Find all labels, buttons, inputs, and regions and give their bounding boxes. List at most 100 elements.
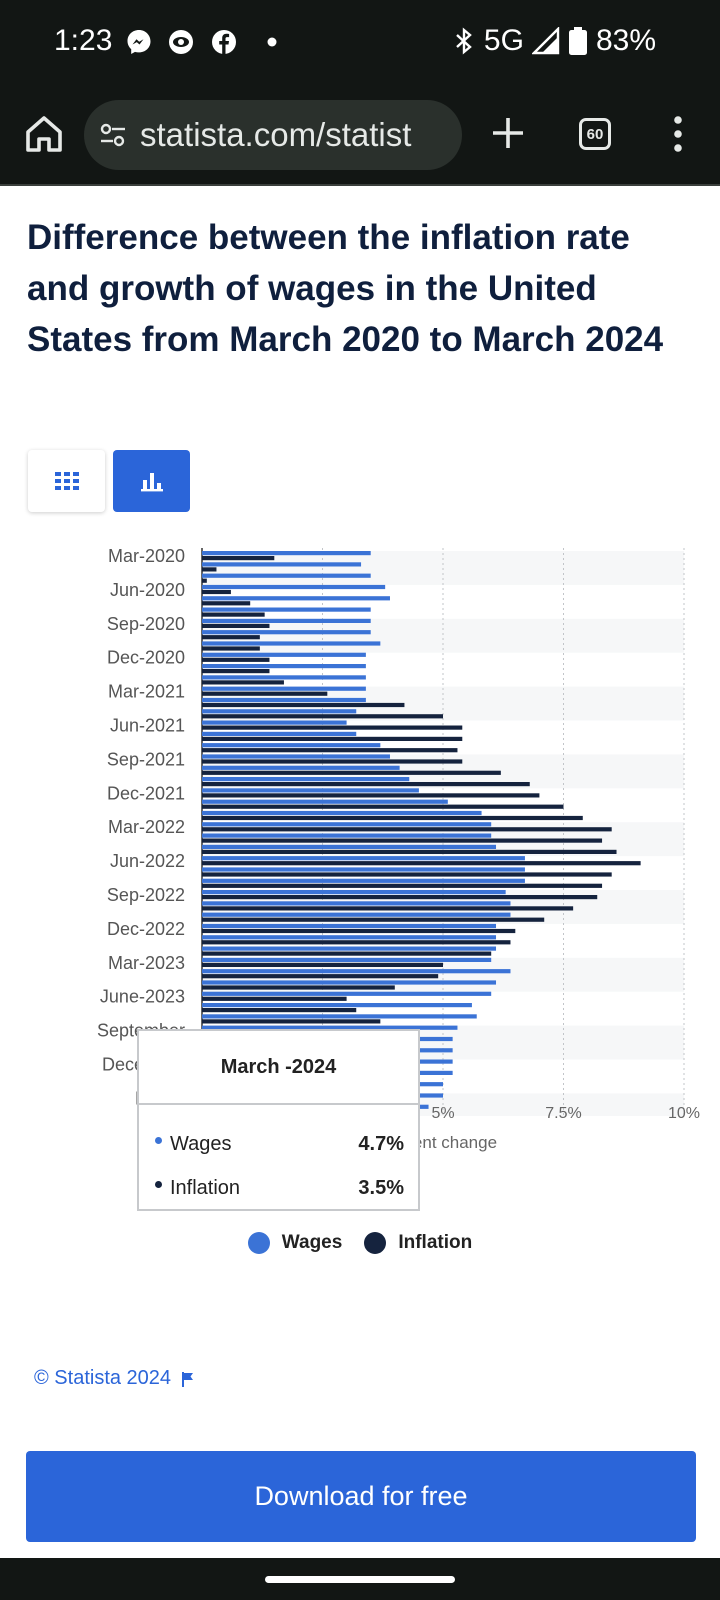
- wages-bar: [202, 901, 511, 906]
- bar-chart: Mar-2020 Jun-2020 Sep-2020 Dec-2020 Mar-2021…: [97, 546, 700, 1152]
- wages-bar: [202, 822, 492, 827]
- y-tick-label: Dec-2022: [107, 919, 185, 939]
- address-bar[interactable]: statista.com/statist: [84, 100, 462, 170]
- inflation-dot-icon: [155, 1180, 162, 1188]
- network-type: 5G: [483, 24, 524, 57]
- site-settings-icon[interactable]: [98, 120, 128, 150]
- wages-bar: [202, 720, 347, 725]
- y-tick-label: Dec-2021: [107, 783, 185, 803]
- wages-bar: [202, 652, 366, 657]
- flag-icon[interactable]: [181, 1371, 195, 1387]
- chart-view-button[interactable]: [113, 450, 190, 512]
- inflation-bar: [202, 793, 540, 798]
- wages-bar: [202, 709, 357, 714]
- inflation-bar: [202, 578, 207, 583]
- inflation-bar: [202, 589, 231, 595]
- wages-bar: [202, 890, 506, 895]
- copyright-text: © Statista 2024: [34, 1367, 172, 1389]
- wages-bar: [202, 630, 371, 635]
- y-tick-label: Mar-2022: [108, 817, 185, 837]
- table-view-button[interactable]: [28, 450, 105, 512]
- inflation-bar: [202, 940, 511, 945]
- bluetooth-icon: [456, 27, 472, 55]
- inflation-bar: [202, 612, 265, 617]
- tab-switcher-button[interactable]: 60: [579, 118, 611, 150]
- y-tick-label: Jun-2021: [110, 716, 185, 736]
- table-grid-icon: [54, 472, 79, 490]
- inflation-bar: [202, 782, 530, 787]
- inflation-bar: [202, 736, 463, 741]
- wages-bar: [202, 777, 410, 782]
- legend-item-wages[interactable]: Wages: [247, 1232, 343, 1254]
- wages-bar: [202, 731, 357, 736]
- y-tick-label: Dec-2020: [107, 648, 185, 668]
- x-axis-label: ent change: [413, 1133, 497, 1152]
- inflation-bar: [202, 623, 270, 628]
- wages-bar: [202, 935, 497, 940]
- inflation-bar: [202, 1008, 357, 1013]
- wages-bar: [202, 584, 386, 590]
- legend-label-wages: Wages: [281, 1232, 343, 1253]
- wages-bar: [202, 980, 497, 985]
- home-gesture-handle[interactable]: [265, 1576, 455, 1583]
- wages-bar: [202, 1014, 477, 1019]
- download-button[interactable]: Download for free: [26, 1451, 696, 1542]
- inflation-bar: [202, 770, 501, 775]
- tooltip-value-wages: 4.7%: [358, 1132, 404, 1155]
- inflation-bar: [202, 906, 574, 911]
- inflation-bar: [202, 669, 270, 674]
- facebook-icon: [212, 30, 236, 54]
- inflation-bar: [202, 556, 275, 561]
- home-icon[interactable]: [22, 112, 66, 156]
- inflation-swatch-icon: [364, 1232, 387, 1254]
- wages-bar: [202, 573, 371, 578]
- wages-bar: [202, 664, 366, 669]
- wages-swatch-icon: [247, 1232, 270, 1254]
- wages-bar: [202, 878, 525, 883]
- tooltip-title: March -2024: [139, 1031, 418, 1105]
- wages-bar: [202, 799, 448, 804]
- wages-bar: [202, 596, 390, 601]
- inflation-bar: [202, 804, 564, 809]
- inflation-bar: [202, 974, 439, 979]
- legend-item-inflation[interactable]: Inflation: [364, 1232, 472, 1254]
- inflation-bar: [202, 714, 443, 719]
- inflation-bar: [202, 725, 463, 730]
- eye-icon: [169, 30, 193, 54]
- wages-bar: [202, 833, 492, 838]
- overflow-menu-icon[interactable]: [668, 112, 688, 156]
- inflation-bar: [202, 883, 603, 888]
- status-bar: 1:23 5G 83%: [0, 0, 720, 88]
- tooltip-label-inflation: Inflation: [170, 1176, 241, 1199]
- copyright-link[interactable]: © Statista 2024: [34, 1367, 195, 1390]
- inflation-bar: [202, 996, 347, 1001]
- inflation-bar: [202, 567, 217, 572]
- inflation-bar: [202, 827, 612, 832]
- inflation-bar: [202, 601, 251, 606]
- inflation-bar: [202, 815, 583, 821]
- y-tick-label: Jun-2020: [110, 580, 185, 600]
- new-tab-icon[interactable]: [487, 112, 529, 154]
- tooltip-label-wages: Wages: [170, 1132, 232, 1155]
- bar-chart-icon: [140, 473, 163, 492]
- tooltip-row-inflation: Inflation 3.5%: [155, 1173, 404, 1203]
- x-tick-label: 7.5%: [545, 1105, 581, 1122]
- status-time: 1:23: [54, 24, 113, 57]
- wages-bar: [202, 969, 511, 974]
- wages-bar: [202, 1003, 472, 1008]
- y-tick-label: Mar-2020: [108, 546, 185, 566]
- inflation-bar: [202, 962, 443, 967]
- wages-bar: [202, 754, 390, 759]
- y-tick-label: Mar-2023: [108, 953, 185, 973]
- url-text[interactable]: statista.com/statist: [140, 116, 412, 153]
- wages-bar: [202, 912, 511, 917]
- signal-icon: [531, 27, 560, 55]
- wages-bar: [202, 743, 381, 748]
- wages-bar: [202, 562, 362, 567]
- inflation-bar: [202, 917, 545, 922]
- inflation-bar: [202, 849, 617, 854]
- dot-icon: [267, 37, 277, 47]
- x-tick-label: 10%: [668, 1105, 700, 1122]
- inflation-bar: [202, 748, 458, 753]
- legend-label-inflation: Inflation: [398, 1232, 473, 1253]
